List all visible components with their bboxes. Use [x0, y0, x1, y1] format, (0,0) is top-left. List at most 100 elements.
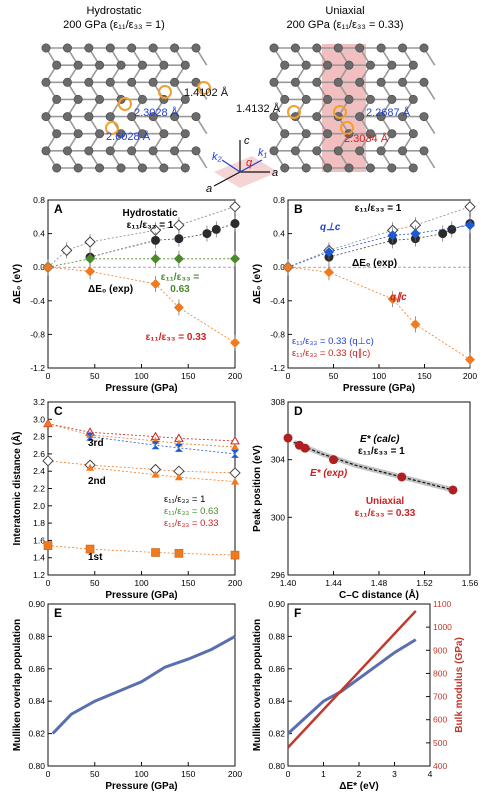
carbon-atom [280, 60, 290, 70]
carbon-atom [105, 112, 115, 122]
carbon-atom [41, 43, 51, 53]
x-tick-label: 1.44 [325, 578, 342, 588]
series-guide-line [47, 258, 235, 268]
highlighted-atom [118, 97, 132, 111]
orange-square-marker [174, 549, 184, 558]
y-tick-label: 0.82 [268, 729, 285, 739]
red-circle-marker [300, 443, 310, 453]
carbon-atom [84, 77, 94, 87]
y-tick-label: 0.86 [28, 664, 45, 674]
open-diamond-marker [229, 201, 241, 213]
highlighted-atom [158, 85, 172, 99]
carbon-atom [180, 60, 190, 70]
blue-diamond-marker [410, 228, 421, 239]
orange-diamond-marker [150, 279, 161, 289]
x-tick-label: 1 [321, 769, 326, 779]
structure-hydrostatic: Hydrostatic 200 GPa (ε₁₁/ε₃₃ = 1) 1.4102… [41, 5, 229, 173]
panel-letter: D [294, 404, 303, 418]
lattice-left [41, 43, 211, 173]
y-tick-label: 0.80 [28, 761, 45, 771]
carbon-atom [333, 146, 343, 156]
series-guide-line [47, 460, 236, 474]
x-tick-label: 150 [417, 371, 431, 381]
x-axis-title: Pressure (GPa) [105, 781, 177, 792]
carbon-atom [365, 129, 375, 139]
x-tick-label: 1.52 [416, 578, 433, 588]
carbon-atom [269, 112, 279, 122]
plot-frame [287, 603, 431, 767]
carbon-atom [84, 146, 94, 156]
carbon-atom [180, 94, 190, 104]
carbon-atom [312, 43, 322, 53]
y-tick-label: 1.6 [33, 535, 45, 545]
blue-diamond-marker [387, 230, 398, 241]
panel-a-note-063b: 0.63 [170, 284, 190, 295]
y-tick-label: -0.8 [30, 329, 45, 339]
carbon-atom [387, 129, 397, 139]
carbon-atom [41, 77, 51, 87]
y-tick-label: -0.4 [270, 296, 285, 306]
orange-diamond-marker [387, 294, 398, 305]
panel-c-legend-033: ε₁₁/ε₃₃ = 0.33 [164, 518, 219, 529]
carbon-atom [191, 112, 201, 122]
orange-square-marker [85, 544, 95, 554]
orange-diamond-marker [283, 262, 293, 273]
carbon-atom [170, 43, 180, 53]
uni-bond-2: 2.2687 Å [366, 106, 411, 119]
y-axis-title: Interatomic distance (Å) [10, 432, 23, 546]
series-guide-line [47, 206, 236, 268]
y-tick-label: 0.80 [268, 761, 285, 771]
axis-c-label: c [244, 135, 250, 147]
carbon-atom [312, 112, 322, 122]
carbon-atom [408, 129, 418, 139]
carbon-atom [41, 112, 51, 122]
blue-x-marker [86, 432, 95, 441]
y-tick-label: 0.8 [33, 195, 45, 205]
carbon-atom [52, 60, 62, 70]
carbon-atom [41, 146, 51, 156]
y-axis-title: Peak position (eV) [252, 445, 263, 532]
panel-e: 0 50 100 150 200 0.80 0.82 0.84 0.86 0.88 0.90 Pres… [12, 599, 242, 792]
uni-title: Uniaxial [325, 5, 364, 17]
carbon-atom [365, 163, 375, 173]
y-tick-label: 0.90 [28, 599, 45, 609]
carbon-atom [387, 94, 397, 104]
orange-diamond-marker [230, 337, 240, 348]
dark-circle-marker [174, 234, 184, 244]
hydro-bond-1: 1.4102 Å [184, 86, 229, 99]
carbon-atom [269, 146, 279, 156]
carbon-atom [408, 163, 418, 173]
carbon-atom [355, 146, 365, 156]
panel-d-note-exp: E* (exp) [310, 468, 348, 479]
right-y-tick-label: 1000 [433, 622, 452, 632]
y-tick-label: 308 [271, 397, 285, 407]
carbon-atom [323, 60, 333, 70]
carbon-atom [62, 77, 72, 87]
highlighted-atom [333, 105, 347, 119]
carbon-atom [333, 77, 343, 87]
y-tick-label: 1.2 [33, 570, 45, 580]
panel-b-annotations: ε₁₁/ε₃₃ = 1 q⊥c ΔE₀ (exp) q∥c ε₁₁/ε₃₃ = … [292, 203, 407, 359]
right-y-tick-label: 400 [433, 761, 447, 771]
panel-c-note-1st: 1st [88, 552, 103, 563]
series-guide-line [47, 545, 236, 556]
x-tick-label: 100 [134, 371, 148, 381]
carbon-atom [170, 77, 180, 87]
orange-triangle-marker [44, 419, 52, 427]
carbon-atom [62, 146, 72, 156]
plot-frame [47, 401, 236, 576]
open-diamond-marker [60, 244, 73, 257]
orange-square-marker [43, 541, 53, 550]
panel-b-note-ratio1: ε₁₁/ε₃₃ = 1 [355, 203, 402, 214]
panel-letter: F [294, 606, 301, 620]
right-y-tick-label: 700 [433, 692, 447, 702]
carbon-atom [398, 77, 408, 87]
y-tick-label: 304 [271, 455, 285, 465]
carbon-atom [269, 43, 279, 53]
dark-circle-marker [202, 229, 212, 239]
blue-diamond-marker [465, 220, 475, 231]
panel-d-note-ratio033: ε₁₁/ε₃₃ = 0.33 [355, 508, 416, 519]
panel-a-note-exp: ΔE₀ (exp) [88, 284, 133, 295]
carbon-atom [84, 43, 94, 53]
panel-c-note-3rd: 3rd [88, 438, 104, 449]
